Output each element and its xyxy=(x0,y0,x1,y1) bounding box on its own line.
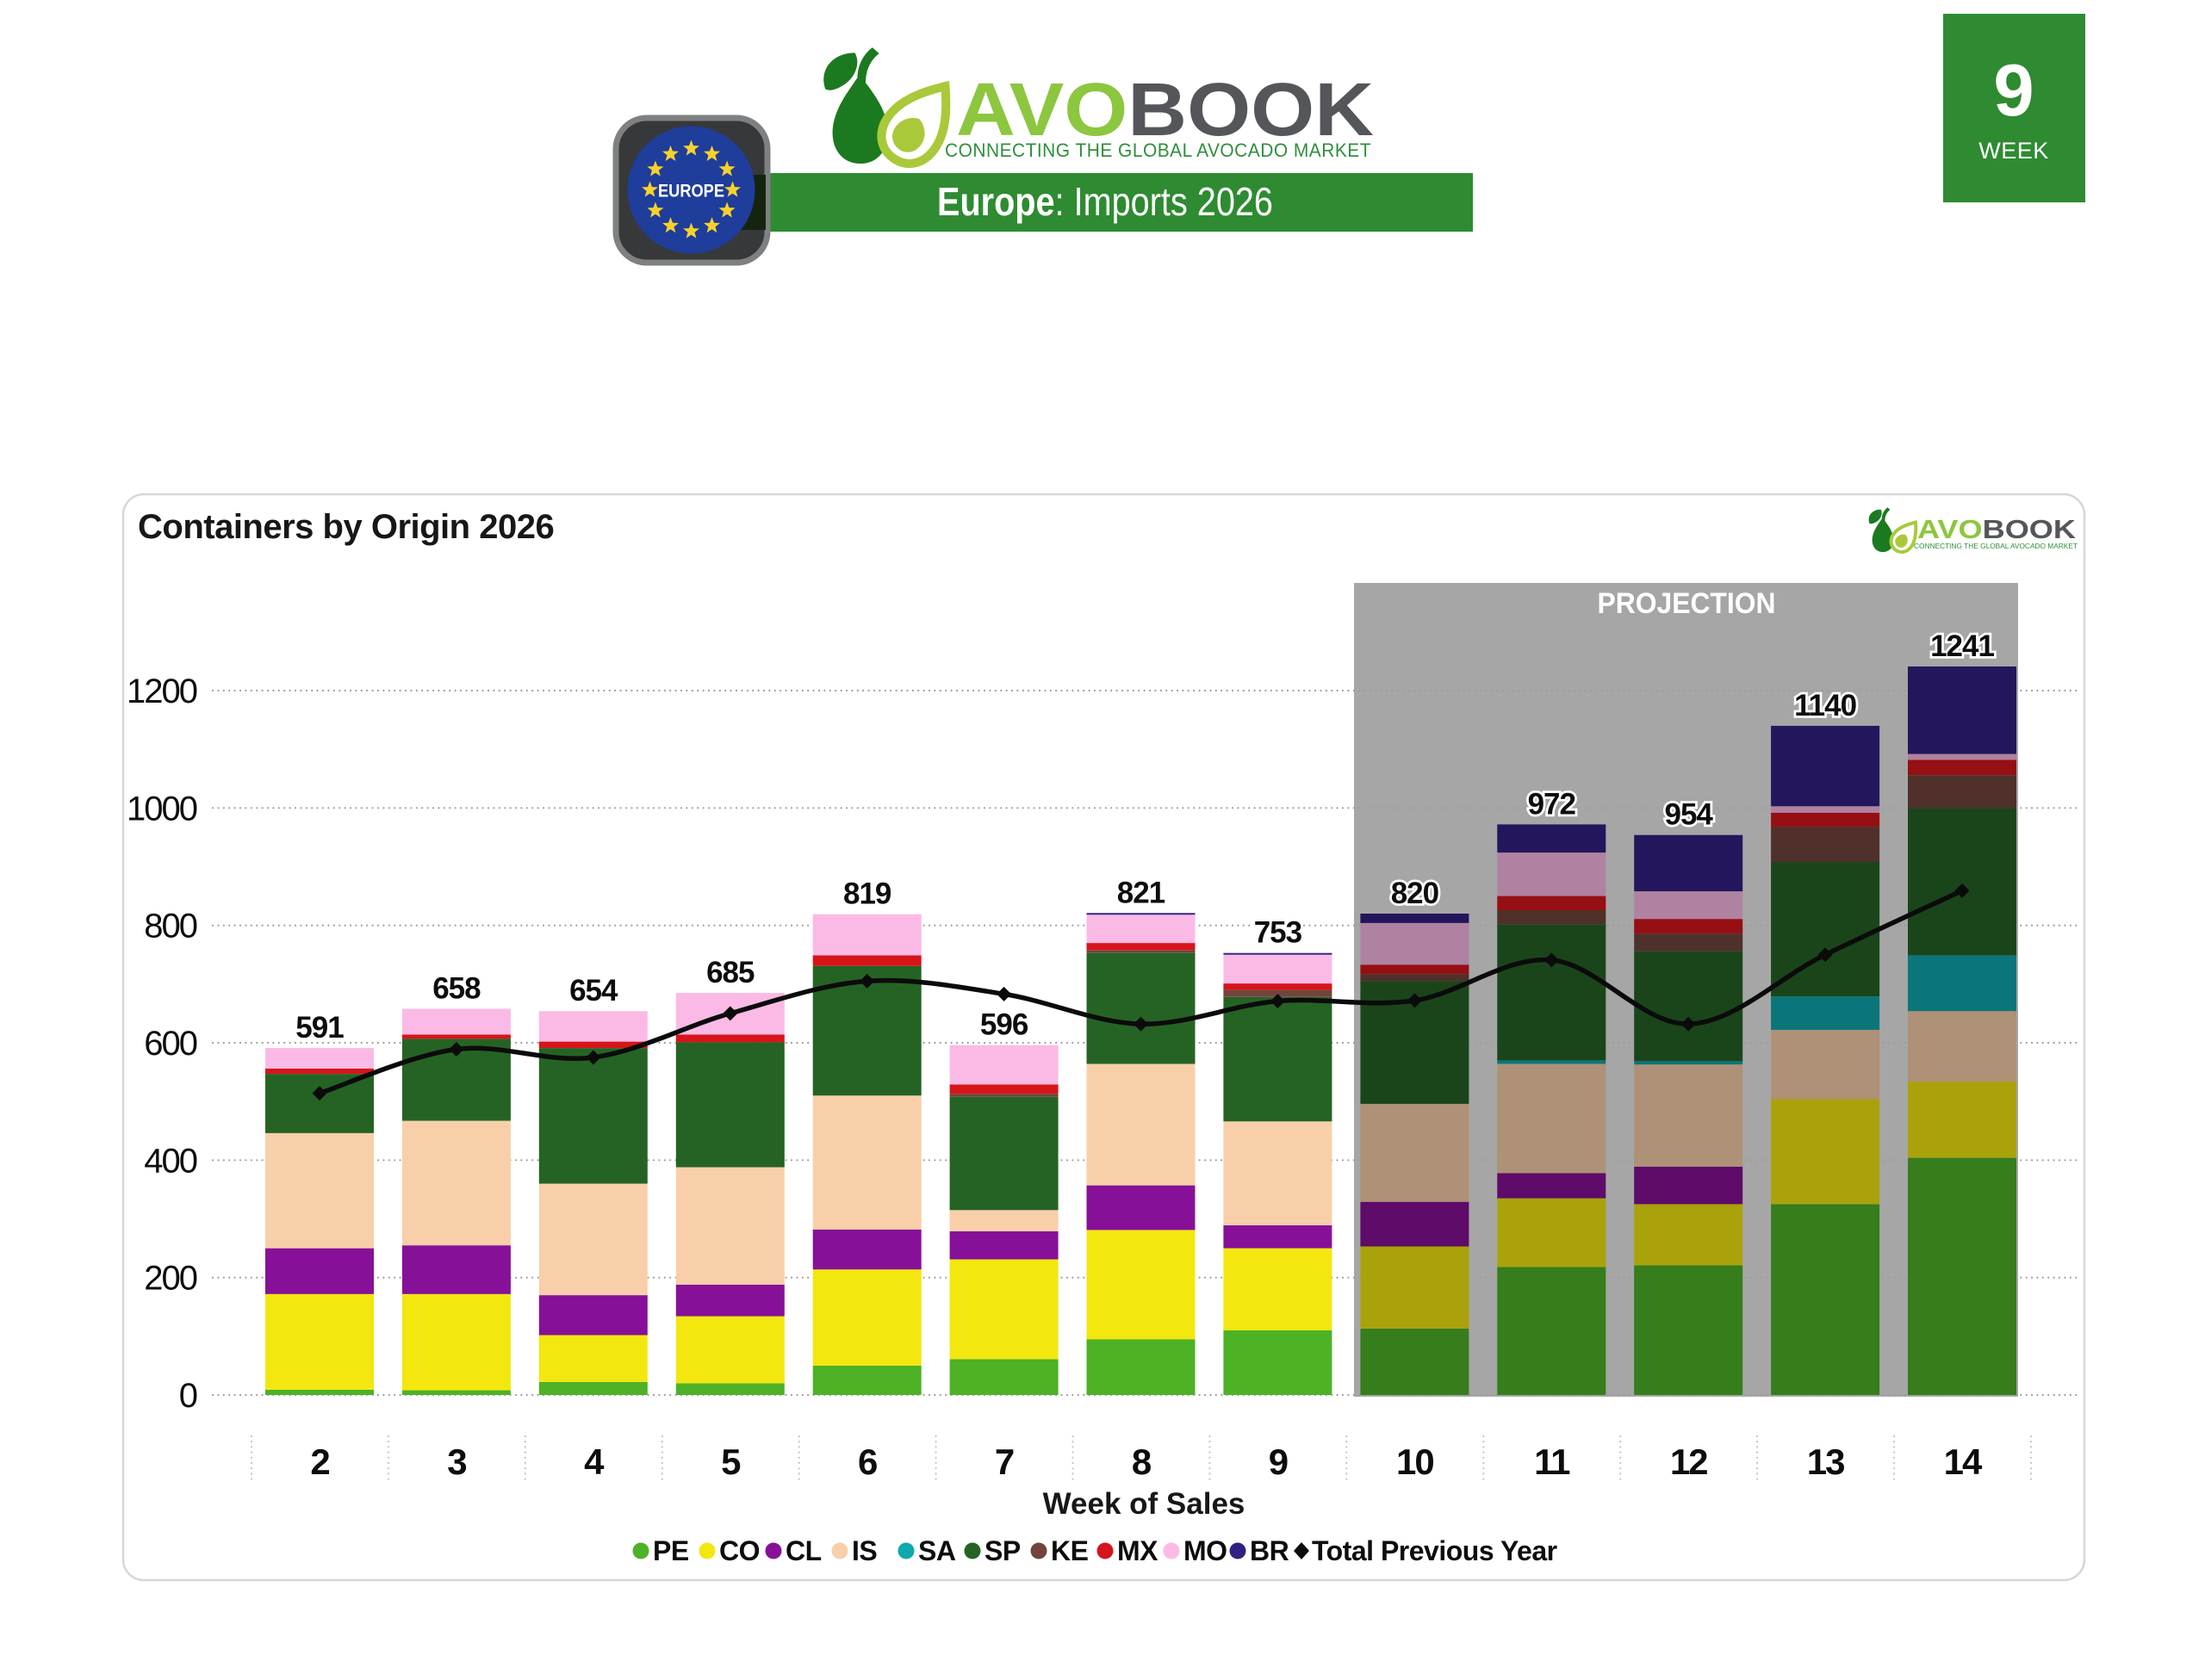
svg-text:5: 5 xyxy=(721,1441,741,1482)
svg-text:PE: PE xyxy=(653,1535,689,1566)
svg-text:753: 753 xyxy=(1254,916,1302,950)
svg-text:12: 12 xyxy=(1670,1441,1707,1482)
svg-text:820: 820 xyxy=(1391,877,1439,910)
svg-text:819: 819 xyxy=(843,877,891,911)
svg-text:EUROPE: EUROPE xyxy=(658,182,724,201)
svg-text:13: 13 xyxy=(1807,1441,1844,1482)
svg-text:BR: BR xyxy=(1250,1535,1289,1566)
svg-text:WEEK: WEEK xyxy=(1978,138,2049,164)
svg-text:MX: MX xyxy=(1117,1535,1158,1566)
svg-text:Week of Sales: Week of Sales xyxy=(1043,1487,1245,1521)
svg-text:200: 200 xyxy=(144,1260,196,1298)
svg-text:Europe: Imports 2026: Europe: Imports 2026 xyxy=(937,179,1273,224)
svg-text:PROJECTION: PROJECTION xyxy=(1598,587,1776,620)
svg-text:1140: 1140 xyxy=(1794,689,1856,722)
svg-text:IS: IS xyxy=(852,1535,877,1566)
svg-text:SP: SP xyxy=(984,1535,1021,1566)
svg-text:11: 11 xyxy=(1534,1441,1570,1482)
svg-text:654: 654 xyxy=(569,974,618,1007)
svg-text:821: 821 xyxy=(1117,876,1165,909)
svg-text:14: 14 xyxy=(1944,1441,1983,1482)
svg-text:3: 3 xyxy=(447,1441,466,1482)
svg-text:7: 7 xyxy=(995,1441,1014,1482)
svg-text:8: 8 xyxy=(1132,1441,1152,1482)
svg-text:600: 600 xyxy=(144,1025,196,1063)
svg-text:6: 6 xyxy=(858,1441,877,1482)
svg-text:954: 954 xyxy=(1664,798,1713,832)
svg-text:972: 972 xyxy=(1528,787,1576,821)
svg-text:KE: KE xyxy=(1051,1535,1089,1566)
svg-text:9: 9 xyxy=(1993,50,2034,132)
svg-text:1241: 1241 xyxy=(1930,629,1994,663)
svg-text:0: 0 xyxy=(179,1377,197,1415)
svg-text:SA: SA xyxy=(918,1535,956,1566)
svg-text:Total Previous Year: Total Previous Year xyxy=(1312,1535,1557,1566)
svg-text:9: 9 xyxy=(1269,1441,1288,1482)
svg-text:4: 4 xyxy=(584,1441,605,1482)
svg-text:800: 800 xyxy=(144,908,196,945)
svg-text:CONNECTING THE GLOBAL AVOCADO: CONNECTING THE GLOBAL AVOCADO MARKET xyxy=(1914,542,2078,550)
svg-text:1200: 1200 xyxy=(127,673,197,710)
svg-text:591: 591 xyxy=(295,1011,344,1045)
svg-text:658: 658 xyxy=(432,972,481,1006)
svg-text:2: 2 xyxy=(310,1441,329,1482)
svg-text:Containers by Origin 2026: Containers by Origin 2026 xyxy=(138,508,554,546)
svg-text:10: 10 xyxy=(1396,1441,1433,1482)
svg-text:CONNECTING THE GLOBAL AVOCADO: CONNECTING THE GLOBAL AVOCADO MARKET xyxy=(945,139,1371,161)
svg-text:596: 596 xyxy=(980,1008,1028,1042)
svg-text:400: 400 xyxy=(144,1142,196,1180)
svg-text:MO: MO xyxy=(1183,1535,1227,1566)
svg-text:CL: CL xyxy=(786,1535,822,1566)
svg-text:685: 685 xyxy=(706,956,755,989)
svg-text:1000: 1000 xyxy=(127,790,197,828)
svg-text:CO: CO xyxy=(719,1535,760,1566)
